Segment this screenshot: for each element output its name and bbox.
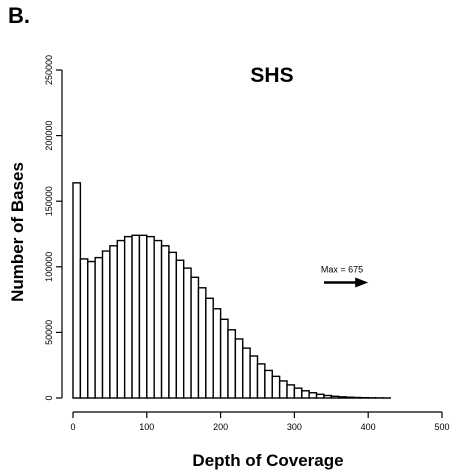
histogram-bar [153,239,163,399]
histogram-bar [190,276,200,399]
x-tick-label: 300 [287,422,302,432]
histogram-bar [197,287,207,399]
histogram-bar [323,394,333,399]
y-tick-label: 150000 [44,186,54,216]
histogram-bar [249,355,259,399]
histogram-bar [227,329,237,399]
histogram-bar [271,375,281,399]
histogram-bar [278,380,288,399]
histogram-bar [345,396,355,399]
y-axis: 0 50000 100000 150000 200000 250000 [44,55,63,401]
x-tick-label: 200 [213,422,228,432]
histogram-bar [182,267,192,399]
y-axis-label: Number of Bases [8,162,27,302]
histogram-bar [219,318,229,399]
chart-title: SHS [250,64,293,87]
x-tick-label: 500 [434,422,449,432]
histogram-bar [79,258,89,399]
y-tick-label: 50000 [44,320,54,345]
arrow-head [355,277,369,288]
histogram-bar [330,395,340,399]
histogram-bar [175,259,185,399]
x-tick-label: 400 [361,422,376,432]
x-tick-label: 0 [70,422,75,432]
x-axis: 0 100 200 300 400 500 [70,411,450,432]
histogram-bar [168,251,178,399]
histogram-bar [87,260,96,399]
histogram-bar [308,392,318,399]
histogram-bar [264,369,273,399]
histogram-bar [256,363,266,399]
histogram-bar [286,384,296,399]
bars-group [72,182,392,399]
histogram-bar [315,393,325,399]
histogram-bar [301,390,310,399]
histogram-bar [242,347,251,399]
histogram-bar [205,297,214,399]
histogram-bar [101,250,111,399]
y-tick-label: 200000 [44,121,54,151]
histogram-bar [131,234,141,399]
histogram-bar [337,396,347,399]
panel-label: B. [8,3,30,28]
histogram-bar [234,338,244,399]
max-annotation-text: Max = 675 [321,265,363,275]
histogram-bar [352,396,362,399]
histogram-bar [138,234,148,399]
y-tick-label: 0 [44,395,54,400]
histogram-bar [212,308,222,399]
histogram-bar [94,256,104,399]
x-tick-label: 100 [139,422,154,432]
histogram-bar [109,245,118,399]
x-axis-label: Depth of Coverage [192,451,343,470]
histogram-bar [146,235,155,399]
y-tick-label: 250000 [44,55,54,85]
histogram-bar [72,182,82,399]
y-tick-label: 100000 [44,252,54,282]
histogram-bar [116,239,126,399]
histogram-bar [160,245,170,399]
histogram-bar [123,235,133,399]
histogram-bar [293,387,303,399]
max-annotation: Max = 675 [321,265,369,288]
